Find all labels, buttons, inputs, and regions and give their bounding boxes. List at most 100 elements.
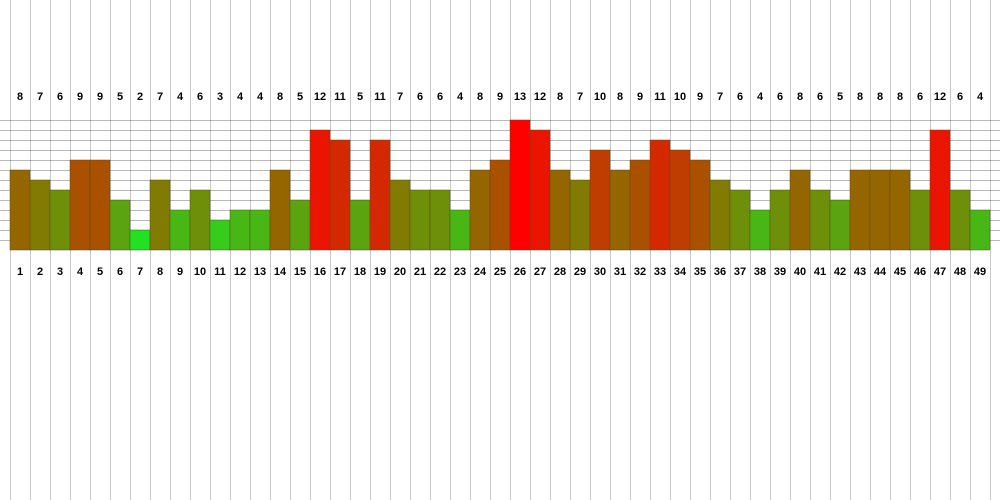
category-label-18: 18 (354, 266, 366, 278)
value-label-8: 7 (157, 91, 163, 103)
value-label-29: 7 (577, 91, 583, 103)
category-label-31: 31 (614, 266, 626, 278)
bar-40 (789, 169, 811, 251)
value-label-48: 6 (957, 91, 963, 103)
bar-10 (189, 189, 211, 251)
bar-45 (889, 169, 911, 251)
category-label-29: 29 (574, 266, 586, 278)
category-label-4: 4 (77, 266, 84, 278)
category-label-21: 21 (414, 266, 426, 278)
category-label-16: 16 (314, 266, 326, 278)
bar-32 (629, 159, 651, 251)
value-label-31: 8 (617, 91, 623, 103)
category-label-43: 43 (854, 266, 866, 278)
value-label-33: 11 (654, 91, 666, 103)
bar-1 (9, 169, 31, 251)
bar-23 (449, 209, 471, 251)
value-label-25: 9 (497, 91, 503, 103)
bar-12 (229, 209, 251, 251)
bar-29 (569, 179, 591, 251)
category-label-44: 44 (874, 266, 887, 278)
category-label-37: 37 (734, 266, 746, 278)
category-label-23: 23 (454, 266, 466, 278)
bar-28 (549, 169, 571, 251)
bar-4 (69, 159, 91, 251)
bar-38 (749, 209, 771, 251)
value-label-37: 6 (737, 91, 743, 103)
category-label-35: 35 (694, 266, 706, 278)
value-label-19: 11 (374, 91, 386, 103)
bar-15 (289, 199, 311, 251)
category-label-17: 17 (334, 266, 346, 278)
category-label-20: 20 (394, 266, 406, 278)
bar-9 (169, 209, 191, 251)
category-label-15: 15 (294, 266, 306, 278)
value-label-6: 5 (117, 91, 123, 103)
bar-49 (969, 209, 991, 251)
category-label-33: 33 (654, 266, 666, 278)
category-label-8: 8 (157, 266, 163, 278)
value-label-5: 9 (97, 91, 103, 103)
value-label-22: 6 (437, 91, 443, 103)
category-label-36: 36 (714, 266, 726, 278)
category-label-41: 41 (814, 266, 826, 278)
bar-5 (89, 159, 111, 251)
bar-26 (509, 119, 531, 251)
bar-7 (129, 229, 151, 251)
bar-34 (669, 149, 691, 251)
bar-39 (769, 189, 791, 251)
bar-30 (589, 149, 611, 251)
bar-25 (489, 159, 511, 251)
bar-16 (309, 129, 331, 251)
bar-36 (709, 179, 731, 251)
bar-35 (689, 159, 711, 251)
category-label-6: 6 (117, 266, 123, 278)
value-label-10: 6 (197, 91, 203, 103)
value-label-42: 5 (837, 91, 843, 103)
value-label-45: 8 (897, 91, 903, 103)
bar-18 (349, 199, 371, 251)
value-labels: 8 7 6 9 9 5 2 7 4 6 3 4 4 8 5 12 11 5 11 7 6 6 4 8 9 13 12 8 7 10 8 9 11… (17, 91, 984, 103)
value-label-3: 6 (57, 91, 63, 103)
bar-14 (269, 169, 291, 251)
bar-48 (949, 189, 971, 251)
value-label-46: 6 (917, 91, 923, 103)
category-label-27: 27 (534, 266, 546, 278)
category-label-45: 45 (894, 266, 906, 278)
category-label-47: 47 (934, 266, 946, 278)
category-label-25: 25 (494, 266, 506, 278)
bars-layer (9, 119, 991, 251)
category-label-42: 42 (834, 266, 846, 278)
value-label-47: 12 (934, 91, 946, 103)
bar-27 (529, 129, 551, 251)
category-label-39: 39 (774, 266, 786, 278)
category-label-30: 30 (594, 266, 606, 278)
category-label-46: 46 (914, 266, 926, 278)
bar-31 (609, 169, 631, 251)
value-label-26: 13 (514, 91, 526, 103)
value-label-27: 12 (534, 91, 546, 103)
category-label-49: 49 (974, 266, 986, 278)
bar-21 (409, 189, 431, 251)
value-label-43: 8 (857, 91, 863, 103)
value-label-1: 8 (17, 91, 23, 103)
value-label-13: 4 (257, 91, 264, 103)
category-label-14: 14 (274, 266, 287, 278)
category-label-11: 11 (214, 266, 226, 278)
value-label-18: 5 (357, 91, 363, 103)
value-label-7: 2 (137, 91, 143, 103)
value-label-4: 9 (77, 91, 83, 103)
category-label-10: 10 (194, 266, 206, 278)
category-label-24: 24 (474, 266, 487, 278)
value-label-38: 4 (757, 91, 764, 103)
bar-3 (49, 189, 71, 251)
bar-19 (369, 139, 391, 251)
category-label-48: 48 (954, 266, 966, 278)
category-labels: 1 2 3 4 5 6 7 8 9 10 11 12 13 14 15 16 17 18 19 20 21 22 23 24 2… (17, 266, 986, 278)
value-label-2: 7 (37, 91, 43, 103)
value-label-30: 10 (594, 91, 606, 103)
bar-44 (869, 169, 891, 251)
value-label-32: 9 (637, 91, 643, 103)
bar-17 (329, 139, 351, 251)
value-label-12: 4 (237, 91, 244, 103)
